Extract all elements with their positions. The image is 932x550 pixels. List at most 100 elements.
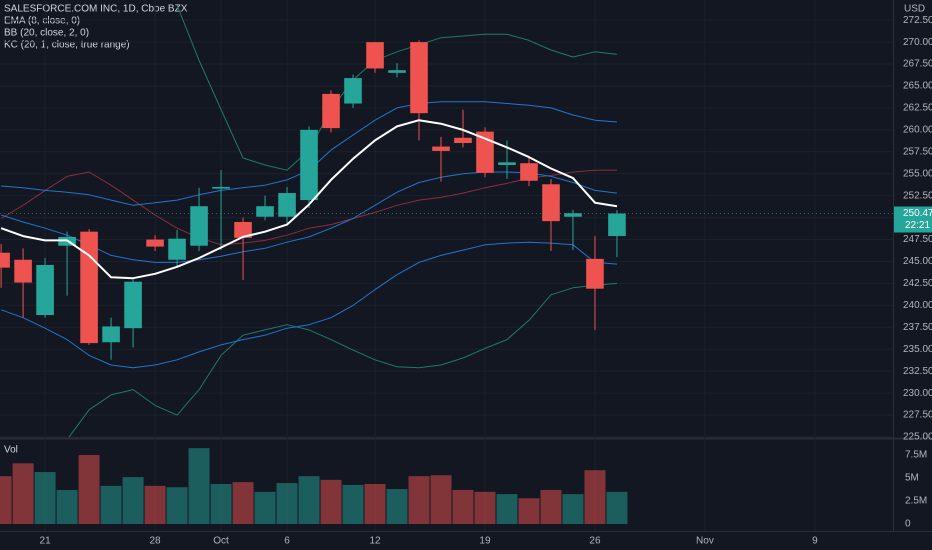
candle-body [146,239,164,247]
volume-bar [408,476,430,524]
candle-body [608,213,626,237]
candle-body [366,42,384,69]
y-tick-label: 260.00 [903,125,932,136]
price-pane [0,5,626,437]
candle-body [234,222,252,238]
volume-bar [232,482,254,524]
volume-bar [562,494,584,524]
y-tick-label: 247.50 [903,234,932,245]
volume-bar [100,485,122,524]
candle-body [212,186,230,189]
x-tick-label: 9 [812,536,818,547]
volume-bar [276,483,298,524]
volume-bar [188,448,210,524]
volume-bar [386,489,408,524]
last-price-label: 250.47 [903,208,932,219]
volume-bar [254,491,276,524]
y-tick-label: 225.00 [903,432,932,443]
y-tick-label: 237.50 [903,322,932,333]
candle-body [80,231,98,344]
candle-body [0,252,10,268]
volume-bar [342,484,364,524]
candle-body [388,70,406,73]
y-tick-label: 262.50 [903,103,932,114]
volume-bar [12,463,34,524]
y-tick-label: 272.50 [903,15,932,26]
candle-body [278,193,296,217]
y-tick-label: 242.50 [903,278,932,289]
x-tick-label: Oct [213,536,229,547]
candle-body [300,129,318,201]
countdown-label: 22:21 [905,220,930,231]
y-tick-label: 255.00 [903,168,932,179]
volume-legend: Vol [4,445,18,456]
x-tick-label: 19 [479,536,491,547]
y-tick-label: 235.00 [903,344,932,355]
candle-body [322,93,340,129]
volume-bar [0,476,12,524]
indicator-line [0,119,618,280]
indicator-line [0,171,618,263]
candle-body [168,238,186,260]
volume-bar [518,498,540,524]
y-tick-label: 227.50 [903,410,932,421]
volume-bar [364,483,386,524]
volume-bar [210,483,232,524]
candle-body [256,206,274,217]
candle-body [498,162,516,165]
candle-body [476,131,494,173]
candle-body [586,258,604,289]
y-tick-label: 252.50 [903,190,932,201]
price-tag [894,206,932,233]
candle-body [344,78,362,104]
x-tick-label: 12 [369,536,381,547]
candle-body [36,265,54,316]
candle-body [564,213,582,217]
candle-body [454,137,472,144]
volume-bar [452,489,474,524]
volume-bar [144,485,166,524]
candle-body [190,206,208,246]
x-tick-label: 26 [589,536,601,547]
indicator-line [0,241,618,369]
candle-body [542,184,560,222]
candle-body [432,146,450,151]
volume-bar [56,489,78,524]
volume-bar [474,491,496,524]
volume-bar [584,470,606,524]
indicator-line [68,282,618,437]
y-tick-label: 270.00 [903,37,932,48]
indicator-line [176,5,618,171]
volume-bar [320,479,342,524]
candle-body [102,326,120,343]
candle-body [520,163,538,181]
volume-bar [606,491,628,524]
volume-bar [496,494,518,524]
x-tick-label: 6 [284,536,290,547]
candle-body [410,42,428,114]
y-tick-label: 230.00 [903,388,932,399]
volume-bar [78,455,100,524]
volume-bar [540,489,562,524]
volume-bar [430,475,452,524]
x-tick-label: 21 [40,536,52,547]
volume-bar [166,487,188,524]
currency-label: USD [904,4,925,15]
candle-body [124,281,142,329]
symbol-title: SALESFORCE.COM INC, 1D, Cboe BZX [4,4,188,15]
x-tick-label: Nov [696,536,714,547]
volume-bar [122,477,144,524]
volume-tick-label: 7.5M [905,450,927,461]
candle-body [14,259,32,283]
indicator-legend: KC (20, 1, close, true range) [4,40,130,51]
volume-bar [298,476,320,524]
y-tick-label: 267.50 [903,59,932,70]
indicator-legend: BB (20, close, 2, 0) [4,28,89,39]
y-tick-label: 240.00 [903,300,932,311]
volume-tick-label: 5M [905,473,919,484]
x-tick-label: 28 [150,536,162,547]
y-tick-label: 257.50 [903,146,932,157]
